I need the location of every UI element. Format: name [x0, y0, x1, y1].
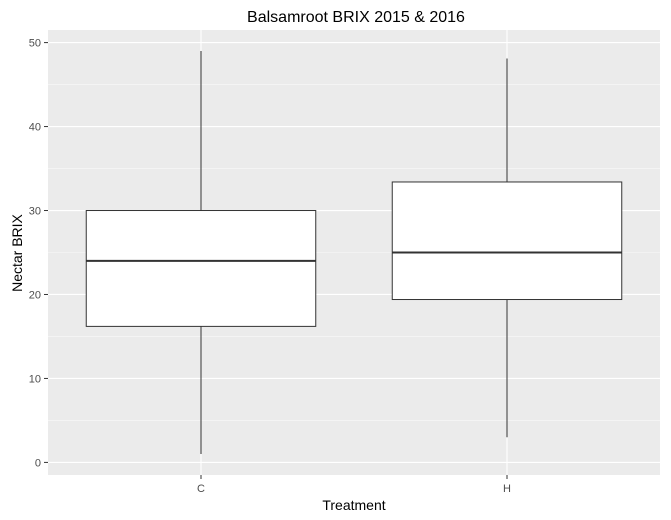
- x-tick-label: H: [503, 483, 511, 495]
- y-tick-label: 20: [29, 289, 41, 301]
- box-iqr: [85, 210, 317, 327]
- x-tick-label: C: [197, 483, 205, 495]
- y-tick-label: 0: [35, 457, 41, 469]
- y-axis: 0 10 20 30 40 50: [29, 38, 48, 469]
- y-axis-title: Nectar BRIX: [9, 213, 25, 291]
- chart-title: Balsamroot BRIX 2015 & 2016: [247, 9, 465, 26]
- box-C: [85, 50, 317, 455]
- y-tick-label: 30: [29, 206, 41, 218]
- box-iqr: [391, 181, 623, 301]
- y-tick-label: 50: [29, 38, 41, 50]
- box-H: [391, 58, 623, 438]
- y-tick-label: 10: [29, 373, 41, 385]
- y-tick-label: 40: [29, 122, 41, 134]
- boxes: [85, 50, 623, 455]
- x-axis-title: Treatment: [322, 497, 385, 513]
